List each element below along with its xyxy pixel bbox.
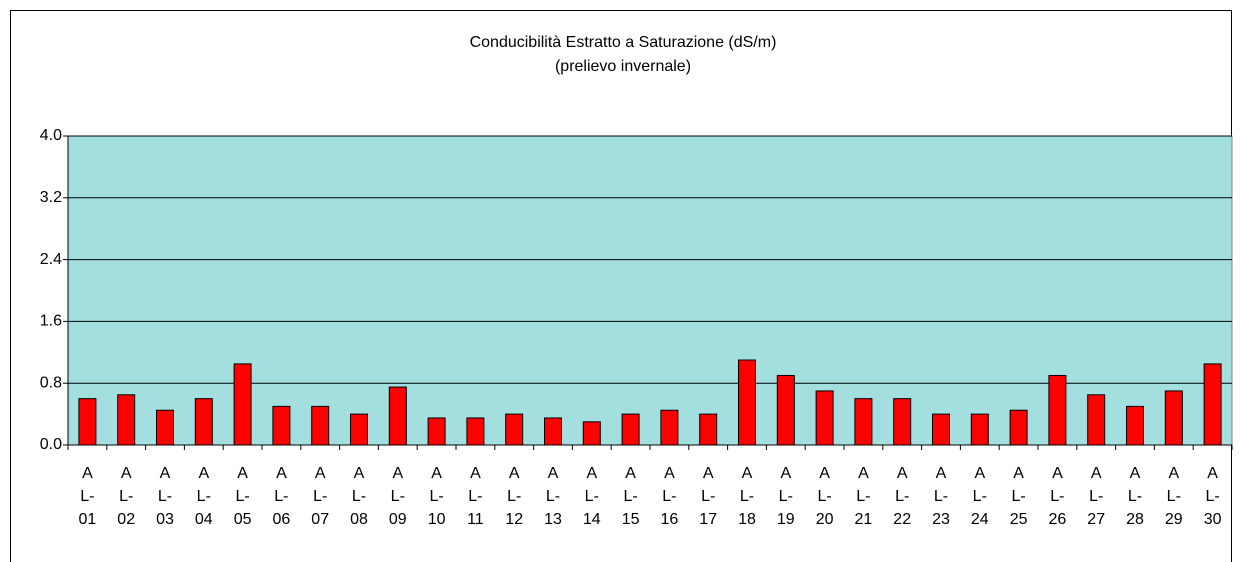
x-tick-label: A L-04 bbox=[195, 465, 213, 528]
y-tick-label: 0.0 bbox=[40, 436, 62, 453]
x-tick-label: A L-29 bbox=[1165, 465, 1183, 528]
bar bbox=[194, 398, 213, 446]
x-tick-label: A L-14 bbox=[583, 465, 601, 528]
x-tick-label: A L-08 bbox=[350, 465, 368, 528]
x-tick-label: A L-03 bbox=[156, 465, 174, 528]
bar bbox=[388, 386, 407, 446]
bar bbox=[466, 417, 485, 446]
x-tick-label: A L-09 bbox=[389, 465, 407, 528]
bar bbox=[505, 413, 524, 446]
x-tick-label: A L-06 bbox=[273, 465, 291, 528]
x-tick-label: A L-07 bbox=[311, 465, 329, 528]
bar bbox=[1164, 390, 1183, 446]
bar bbox=[621, 413, 640, 446]
bar bbox=[233, 363, 252, 446]
bar bbox=[854, 398, 873, 446]
bar bbox=[78, 398, 97, 446]
bar bbox=[932, 413, 950, 446]
bar bbox=[660, 409, 679, 446]
chart-subtitle: (prelievo invernale) bbox=[555, 58, 691, 75]
bar bbox=[815, 390, 834, 446]
x-tick-label: A L-21 bbox=[855, 465, 873, 528]
x-tick-label: A L-02 bbox=[117, 465, 135, 528]
x-tick-label: A L-20 bbox=[816, 465, 834, 528]
bar bbox=[350, 413, 368, 446]
x-tick-label: A L-15 bbox=[622, 465, 640, 528]
x-tick-label: A L-01 bbox=[79, 465, 97, 528]
x-tick-label: A L-10 bbox=[428, 465, 446, 528]
bar bbox=[156, 409, 174, 446]
x-tick-label: A L-22 bbox=[893, 465, 911, 528]
x-tick-label: A L-12 bbox=[505, 465, 523, 528]
bar bbox=[1126, 405, 1144, 446]
x-tick-label: A L-16 bbox=[661, 465, 679, 528]
x-tick-label: A L-13 bbox=[544, 465, 562, 528]
y-tick-label: 4.0 bbox=[40, 127, 62, 144]
x-tick-label: A L-11 bbox=[467, 465, 484, 528]
bar bbox=[893, 398, 912, 446]
bar bbox=[1203, 363, 1222, 446]
chart-title: Conducibilità Estratto a Saturazione (dS… bbox=[470, 34, 777, 51]
x-tick-label: A L-30 bbox=[1204, 465, 1222, 528]
x-tick-label: A L-18 bbox=[738, 465, 756, 528]
bar bbox=[1048, 374, 1067, 446]
x-tick-label: A L-26 bbox=[1049, 465, 1067, 528]
bar bbox=[776, 374, 795, 446]
x-tick-label: A L-05 bbox=[234, 465, 252, 528]
x-tick-label: A L-27 bbox=[1087, 465, 1105, 528]
x-tick-label: A L-17 bbox=[699, 465, 717, 528]
bar bbox=[427, 417, 446, 446]
y-tick-label: 1.6 bbox=[40, 313, 62, 330]
bar bbox=[582, 421, 601, 446]
y-tick-label: 0.8 bbox=[40, 374, 62, 391]
x-tick-label: A L-24 bbox=[971, 465, 989, 528]
bar bbox=[699, 413, 718, 446]
bar bbox=[1009, 409, 1028, 446]
bar bbox=[738, 359, 756, 446]
bar bbox=[311, 405, 330, 446]
bar bbox=[544, 417, 562, 446]
x-tick-label: A L-23 bbox=[932, 465, 950, 528]
bar bbox=[1087, 394, 1106, 446]
y-tick-label: 2.4 bbox=[40, 251, 62, 268]
bar bbox=[970, 413, 989, 446]
y-tick-label: 3.2 bbox=[40, 189, 62, 206]
x-tick-label: A L-28 bbox=[1126, 465, 1144, 528]
x-tick-label: A L-19 bbox=[777, 465, 795, 528]
bar bbox=[272, 405, 291, 446]
x-tick-label: A L-25 bbox=[1010, 465, 1028, 528]
bar bbox=[117, 394, 136, 446]
